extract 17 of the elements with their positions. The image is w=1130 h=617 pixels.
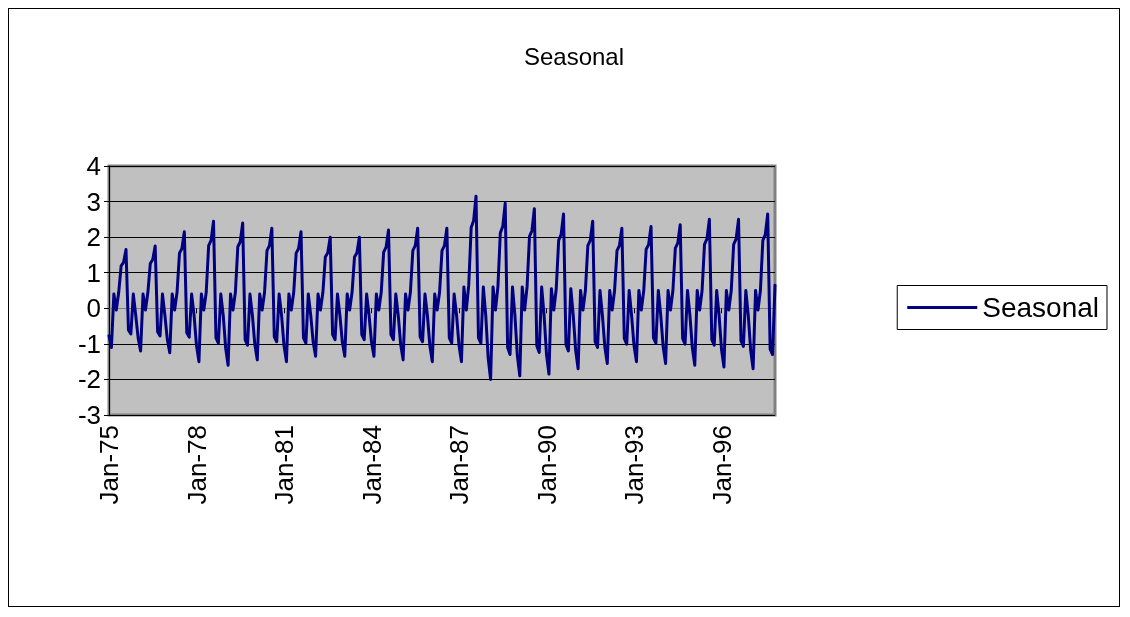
x-tick-label: Jan-84 xyxy=(356,425,387,505)
x-tick-label: Jan-90 xyxy=(531,425,562,505)
line-series xyxy=(107,194,777,381)
y-tick-label: 2 xyxy=(86,222,101,253)
x-tick-label: Jan-81 xyxy=(269,425,300,505)
y-tick-label: 3 xyxy=(86,186,101,217)
y-tick-label: -2 xyxy=(77,364,101,395)
x-tick-label: Jan-78 xyxy=(181,425,212,505)
x-tick-label: Jan-93 xyxy=(619,425,650,505)
y-tick-label: 4 xyxy=(86,151,101,181)
y-tick-label: 0 xyxy=(86,293,101,324)
x-tick-label: Jan-96 xyxy=(706,425,737,505)
y-tick-label: -1 xyxy=(77,328,101,359)
legend-label: Seasonal xyxy=(982,292,1100,323)
chart-title: Seasonal xyxy=(523,42,625,70)
x-tick-label: Jan-87 xyxy=(444,425,475,505)
y-tick-label: 1 xyxy=(86,257,101,288)
